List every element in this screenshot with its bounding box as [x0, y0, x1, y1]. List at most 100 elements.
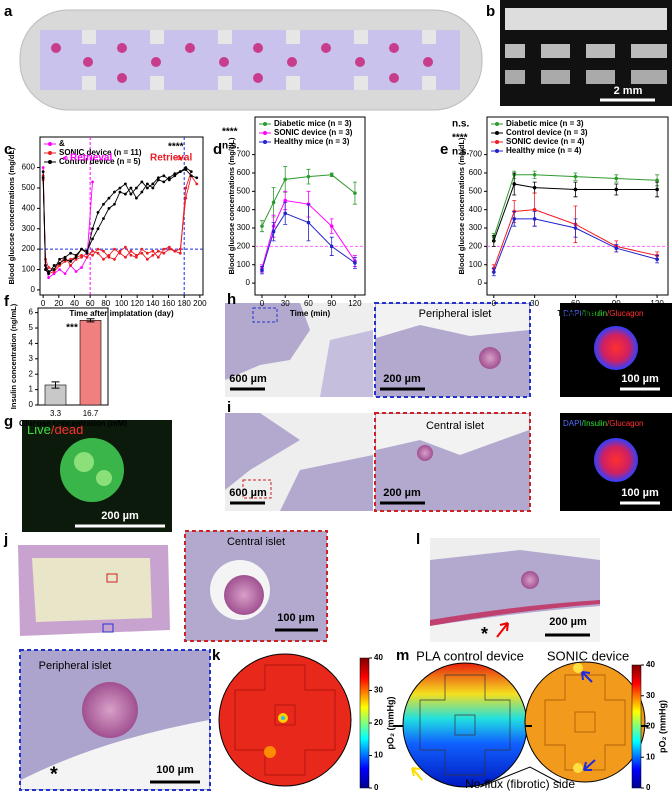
annotation: n.s. — [452, 119, 469, 130]
x-tick-label: 80 — [101, 299, 110, 308]
legend-swatch — [48, 160, 52, 164]
annotation: n.s. — [222, 141, 239, 152]
x-tick-label: 90 — [327, 299, 336, 308]
x-tick-label: 60 — [571, 299, 580, 308]
y-axis-label: Blood glucose concentrations (mg/dL) — [227, 137, 236, 275]
data-point — [69, 251, 72, 255]
scale-bar-label: 200 µm — [383, 487, 421, 499]
data-point — [52, 272, 56, 275]
y-tick-label: 300 — [22, 224, 36, 233]
data-point — [91, 180, 94, 184]
data-point — [329, 244, 334, 249]
data-point — [63, 259, 67, 263]
legend-label: Control device (n = 5) — [59, 157, 141, 166]
x-tick-label: 40 — [70, 299, 79, 308]
colorbar-tick-label: 0 — [646, 783, 651, 792]
data-point — [167, 247, 171, 251]
x-tick-label: 0 — [260, 299, 265, 308]
scale-bar-label: 100 µm — [621, 373, 659, 385]
data-point — [140, 190, 144, 194]
data-point — [113, 190, 116, 194]
colorbar-tick-label: 40 — [374, 653, 383, 662]
panel-label: j — [3, 531, 8, 548]
data-point — [124, 192, 127, 196]
data-point — [58, 268, 61, 271]
data-point — [184, 166, 188, 169]
data-point — [151, 249, 155, 253]
scale-bar-label: 600 µm — [229, 487, 267, 499]
side-note: No-flux (fibrotic) side — [465, 777, 575, 791]
data-point — [85, 249, 89, 253]
data-point — [47, 272, 51, 275]
legend-label: Healthy mice (n = 3) — [274, 137, 350, 146]
scale-bar-label: 2 mm — [614, 85, 643, 97]
stain-glucagon: /Glucagon — [607, 419, 643, 428]
data-point — [52, 268, 56, 271]
data-point — [102, 257, 105, 261]
data-point — [189, 174, 193, 178]
error-bar — [86, 318, 95, 323]
x-tick-label: 60 — [86, 299, 95, 308]
fibrotic-marker: * — [50, 763, 58, 785]
scale-bar-label: 200 µm — [383, 373, 421, 385]
data-point — [173, 174, 177, 178]
colorbar-label: pO₂ (mmHg) — [657, 700, 667, 753]
data-point — [74, 257, 78, 261]
y-tick-label: 200 — [237, 241, 251, 250]
y-tick-label: 400 — [469, 205, 483, 214]
data-point — [96, 247, 100, 251]
legend-swatch — [263, 122, 267, 126]
data-point — [173, 172, 177, 176]
y-axis-label: Blood glucose concentrations (mg/dL) — [7, 147, 16, 285]
legend-label: Healthy mice (n = 4) — [506, 146, 582, 155]
data-point — [102, 249, 105, 253]
stain-insulin: /Insulin — [582, 419, 607, 428]
panel-label: m — [396, 647, 409, 664]
data-point — [80, 253, 83, 257]
stain-dead: /dead — [51, 422, 84, 437]
y-tick-label: 0 — [246, 278, 251, 287]
data-point — [47, 266, 51, 269]
data-point — [129, 186, 133, 190]
data-point — [69, 259, 72, 263]
stain-insulin: /Insulin — [582, 309, 607, 318]
panel-label: k — [212, 647, 221, 664]
y-tick-label: 700 — [469, 150, 483, 159]
data-point — [156, 255, 160, 259]
data-point — [140, 247, 144, 251]
stain-legend: DAPI/Insulin/Glucagon — [563, 309, 644, 318]
y-tick-label: 500 — [469, 186, 483, 195]
data-point — [80, 255, 83, 259]
data-point — [52, 270, 56, 273]
stain-live: Live — [27, 422, 51, 437]
series-line — [261, 212, 356, 271]
y-tick-label: 1 — [29, 385, 34, 394]
x-tick-label: 3.3 — [50, 409, 62, 418]
y-tick-label: 4 — [29, 339, 34, 348]
data-point — [113, 257, 116, 261]
data-point — [134, 186, 138, 190]
annotation: n.s. — [452, 147, 469, 158]
data-point — [102, 217, 105, 220]
data-point — [124, 245, 127, 249]
data-point — [156, 249, 160, 253]
data-point — [167, 176, 171, 180]
scale-bar-label: 200 µm — [549, 616, 587, 628]
legend-swatch — [495, 131, 499, 135]
panel-label: f — [4, 293, 10, 310]
data-point — [162, 174, 166, 178]
data-point — [167, 245, 171, 249]
legend-swatch — [495, 140, 499, 144]
legend-label: SONIC device (n = 11) — [59, 148, 142, 157]
data-point — [573, 226, 578, 230]
panel-label: c — [4, 141, 12, 158]
stain-dapi: DAPI — [563, 419, 582, 428]
series-line — [493, 183, 658, 242]
histology-j — [8, 530, 328, 791]
x-tick-label: 180 — [178, 299, 192, 308]
retrieval-arrow — [175, 155, 183, 161]
colorbar-tick-label: 20 — [646, 722, 655, 731]
data-point — [58, 262, 61, 265]
legend-swatch — [495, 149, 499, 153]
data-point — [151, 186, 155, 190]
